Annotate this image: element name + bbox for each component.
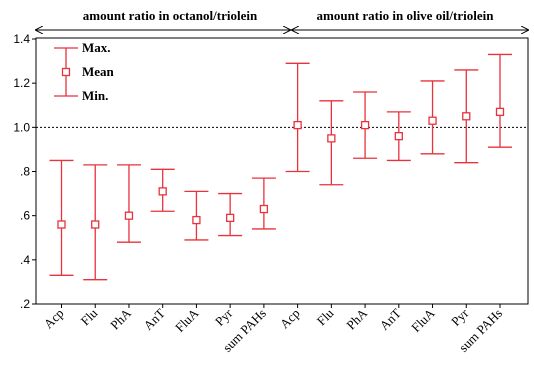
legend: Max. Mean Min. — [54, 40, 115, 103]
y-tick-label: 1.2 — [13, 76, 30, 90]
x-tick-label: FluA — [172, 305, 202, 335]
error-bar-olive-ant — [386, 111, 411, 162]
x-tick-label: Acp — [41, 306, 67, 332]
legend-mean-label: Mean — [82, 64, 115, 79]
error-bar-mean-marker — [158, 187, 167, 196]
x-tick-label: AnT — [376, 305, 403, 332]
error-bar-olive-pha — [353, 91, 378, 159]
error-bar-mean-marker — [259, 204, 269, 214]
error-bar-octanol-acp — [49, 159, 74, 276]
x-tick-label: Acp — [277, 306, 303, 332]
error-bar-octanol-flu — [83, 164, 108, 281]
error-bar-octanol-pyr — [218, 192, 243, 237]
x-tick-label: FluA — [408, 305, 438, 335]
error-bar-mean-marker — [360, 120, 370, 130]
section-header-octanol: amount ratio in octanol/triolein — [83, 8, 258, 23]
y-tick-label: 1.0 — [13, 120, 30, 134]
x-tick-label: PhA — [343, 305, 370, 332]
error-bar-octanol-flua — [184, 190, 209, 241]
legend-mean-marker — [61, 67, 71, 77]
y-axis: .2 .4 .6 .8 1.0 1.2 1.4 — [13, 32, 36, 311]
error-bar-mean-marker — [124, 211, 134, 220]
error-bar-mean-marker — [428, 116, 437, 125]
error-bar-olive-flua — [420, 80, 445, 155]
y-tick-label: .6 — [20, 209, 30, 223]
error-bar-mean-marker — [192, 215, 201, 225]
error-bar-mean-marker — [293, 120, 302, 130]
error-bar-mean-marker — [327, 134, 336, 143]
error-bar-olive-flu — [319, 100, 344, 186]
error-bar-olive-sum-pahs — [488, 53, 512, 148]
x-tick-label: Flu — [314, 305, 337, 328]
error-bar-mean-marker — [57, 220, 66, 229]
x-tick-label: PhA — [107, 305, 134, 332]
y-tick-label: .2 — [20, 297, 30, 311]
y-tick-label: 1.4 — [13, 32, 30, 46]
y-tick-label: .4 — [20, 253, 30, 267]
error-bar-mean-marker — [91, 220, 100, 229]
error-bar-olive-acp — [285, 62, 310, 173]
x-tick-label: Pyr — [448, 305, 472, 329]
error-bar-mean-marker — [495, 107, 505, 117]
error-bar-octanol-ant — [150, 168, 175, 212]
legend-min-label: Min. — [82, 88, 108, 103]
y-tick-label: .8 — [20, 165, 30, 179]
error-bar-mean-marker — [394, 132, 403, 141]
x-tick-label: Pyr — [212, 305, 236, 329]
error-bar-octanol-sum-pahs — [251, 177, 276, 230]
error-bar-olive-pyr — [454, 69, 479, 164]
error-bar-mean-marker — [226, 213, 235, 223]
error-bar-mean-marker — [462, 112, 471, 121]
error-bars — [49, 53, 512, 281]
x-tick-label: Flu — [77, 305, 100, 328]
x-tick-label: AnT — [140, 305, 167, 332]
legend-max-label: Max. — [82, 40, 111, 55]
section-header-olive-oil: amount ratio in olive oil/triolein — [317, 8, 495, 23]
error-bar-octanol-pha — [116, 164, 141, 243]
